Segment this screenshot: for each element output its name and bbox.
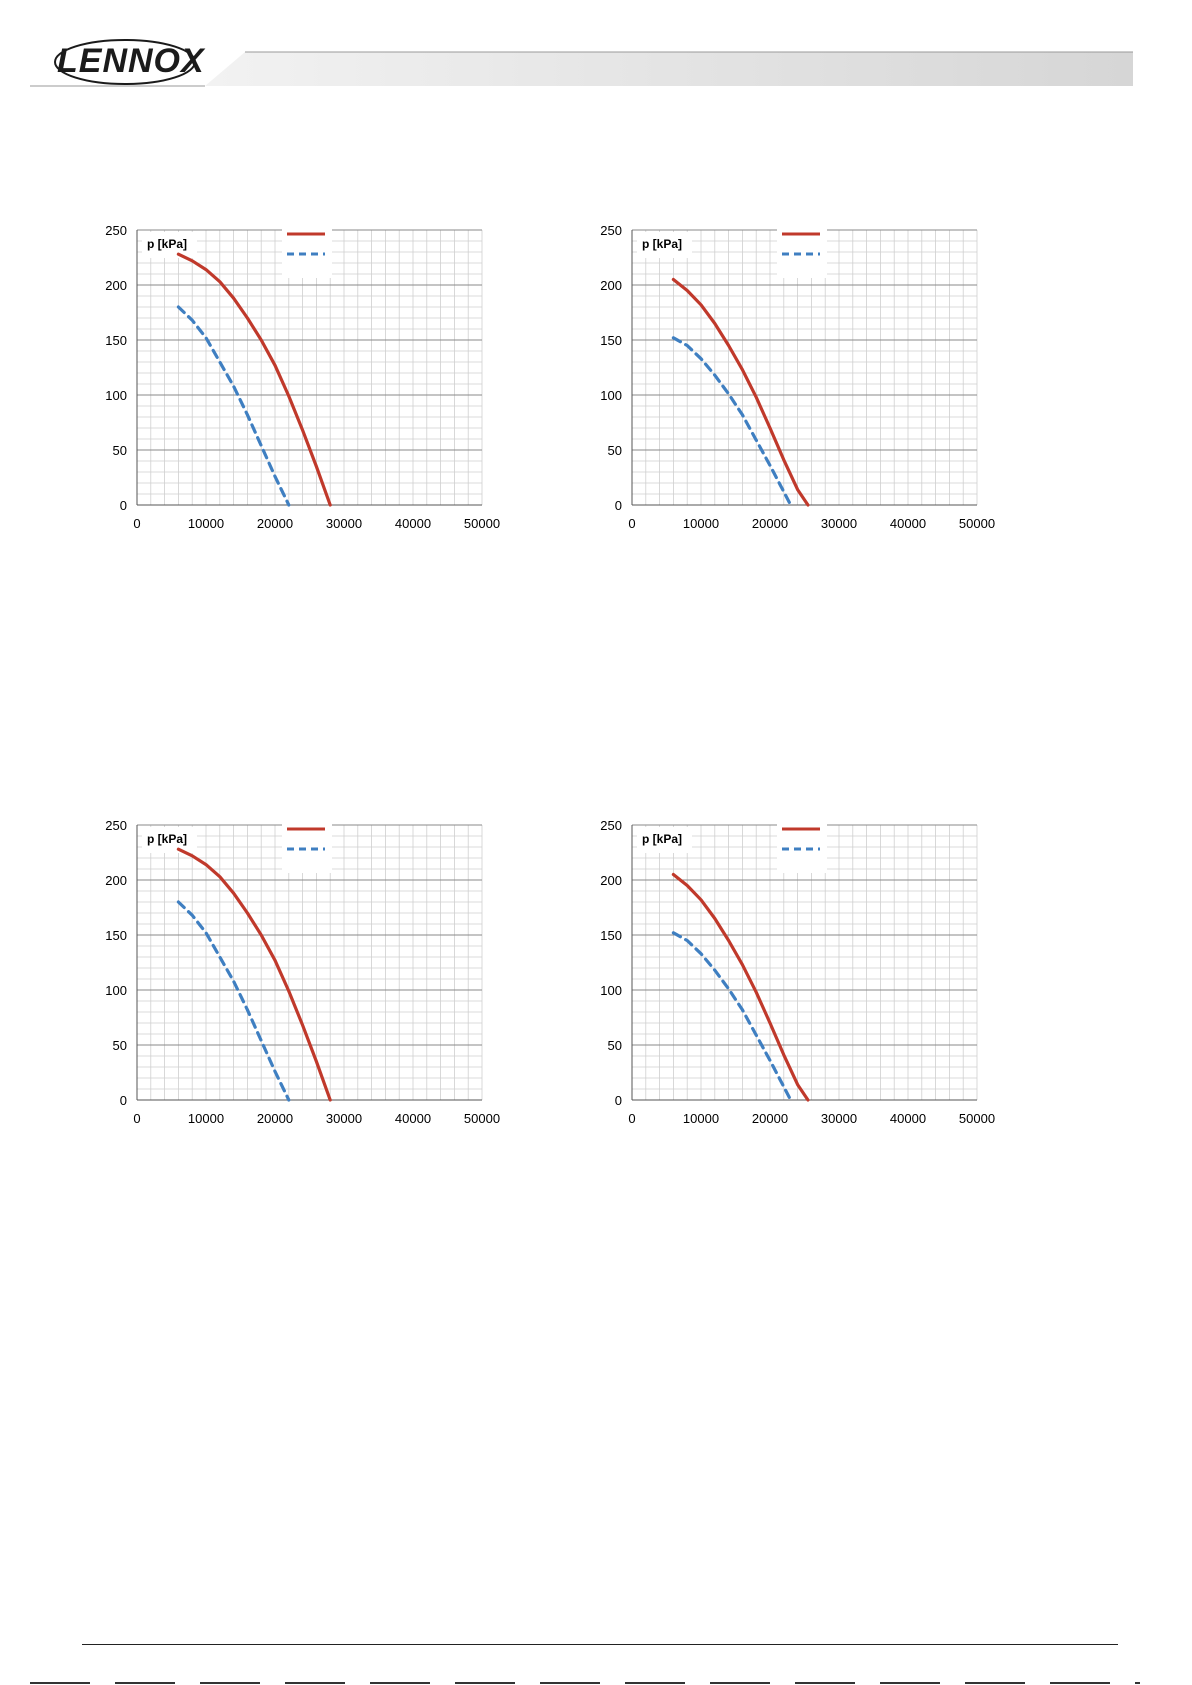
x-tick-label: 20000: [752, 516, 788, 531]
x-tick-label: 10000: [683, 516, 719, 531]
chart-1: 0 50 100 150 200 250 0 10000 20000 30000 40000 5000…: [95, 223, 565, 560]
y-tick-label: 50: [608, 443, 622, 458]
y-tick-label: 250: [600, 223, 622, 238]
chart-2-svg: 0 50 100 150 200 250 0 10000 20000 30000 40000 5000…: [600, 223, 995, 531]
ylabel-box: [142, 232, 197, 258]
x-tick-label: 0: [628, 516, 635, 531]
y-tick-label: 100: [105, 983, 127, 998]
y-tick-label: 250: [105, 223, 127, 238]
series-line-1: [176, 252, 332, 507]
series-line-2: [176, 305, 291, 507]
x-tick-label: 0: [628, 1111, 635, 1126]
y-tick-label: 250: [600, 818, 622, 833]
y-tick-label: 0: [120, 498, 127, 513]
y-tick-label: 100: [105, 388, 127, 403]
y-tick-label: 200: [105, 873, 127, 888]
y-tick-label: 0: [120, 1093, 127, 1108]
y-tick-label: 100: [600, 388, 622, 403]
x-tick-label: 30000: [326, 516, 362, 531]
x-tick-label: 50000: [959, 1111, 995, 1126]
y-axis-label: p [kPa]: [642, 237, 682, 251]
x-tick-label: 20000: [257, 1111, 293, 1126]
header-bar: [30, 39, 1133, 87]
x-tick-label: 30000: [821, 516, 857, 531]
x-tick-label: 40000: [890, 1111, 926, 1126]
y-tick-label: 0: [615, 498, 622, 513]
x-tick-label: 50000: [464, 1111, 500, 1126]
x-tick-label: 40000: [395, 1111, 431, 1126]
y-tick-label: 100: [600, 983, 622, 998]
x-tick-label: 30000: [821, 1111, 857, 1126]
page-header: LENNOX: [0, 0, 1192, 100]
footer-rule: [82, 1644, 1118, 1645]
x-tick-label: 10000: [683, 1111, 719, 1126]
y-tick-label: 150: [105, 333, 127, 348]
chart-3-svg: 0 50 100 150 200 250 0 10000 20000 30000 40000 5000…: [105, 818, 500, 1126]
y-tick-label: 200: [600, 278, 622, 293]
y-tick-label: 0: [615, 1093, 622, 1108]
y-axis-label: p [kPa]: [147, 237, 187, 251]
y-tick-label: 200: [600, 873, 622, 888]
footer-dash: [30, 1682, 1140, 1684]
chart-3: 0 50 100 150 200 250 0 10000 20000 30000 40000 5000…: [95, 818, 565, 1155]
chart-4: 0 50 100 150 200 250 0 10000 20000 30000 40000 5000…: [590, 818, 1060, 1155]
ylabel-box: [637, 827, 692, 853]
series-line-1: [176, 847, 332, 1102]
y-tick-label: 150: [600, 333, 622, 348]
x-tick-label: 40000: [890, 516, 926, 531]
chart-2: 0 50 100 150 200 250 0 10000 20000 30000 40000 5000…: [590, 223, 1060, 560]
y-axis-label: p [kPa]: [642, 832, 682, 846]
series-line-2: [176, 900, 291, 1102]
y-axis-label: p [kPa]: [147, 832, 187, 846]
ylabel-box: [142, 827, 197, 853]
series-line-1: [671, 277, 810, 507]
brand-logo: LENNOX: [57, 42, 205, 80]
y-tick-label: 200: [105, 278, 127, 293]
x-tick-label: 10000: [188, 516, 224, 531]
y-tick-label: 150: [600, 928, 622, 943]
x-tick-label: 40000: [395, 516, 431, 531]
y-tick-label: 50: [113, 443, 127, 458]
series-line-2: [671, 931, 793, 1102]
x-tick-label: 10000: [188, 1111, 224, 1126]
y-tick-label: 250: [105, 818, 127, 833]
y-tick-label: 50: [608, 1038, 622, 1053]
ylabel-box: [637, 232, 692, 258]
x-tick-label: 0: [133, 1111, 140, 1126]
x-tick-label: 20000: [752, 1111, 788, 1126]
x-tick-label: 50000: [959, 516, 995, 531]
x-tick-label: 30000: [326, 1111, 362, 1126]
chart-4-svg: 0 50 100 150 200 250 0 10000 20000 30000 40000 5000…: [600, 818, 995, 1126]
logo-swoosh-icon: [54, 39, 196, 85]
x-tick-label: 50000: [464, 516, 500, 531]
chart-1-svg: 0 50 100 150 200 250 0 10000 20000 30000 40000 5000…: [105, 223, 500, 531]
y-tick-label: 50: [113, 1038, 127, 1053]
series-line-2: [671, 336, 793, 507]
x-tick-label: 20000: [257, 516, 293, 531]
series-line-1: [671, 872, 810, 1102]
x-tick-label: 0: [133, 516, 140, 531]
y-tick-label: 150: [105, 928, 127, 943]
